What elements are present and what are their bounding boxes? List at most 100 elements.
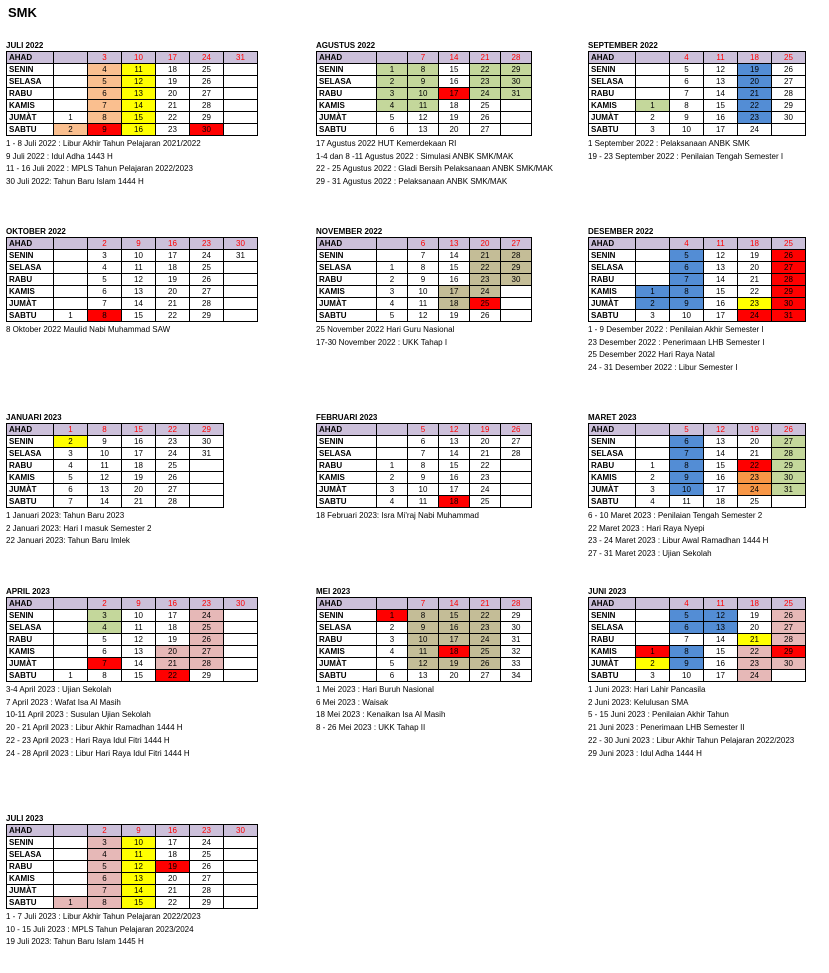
date-cell: 11 (703, 237, 738, 250)
month-title: JUNI 2023 (588, 587, 627, 596)
date-cell: 22 (737, 99, 772, 112)
date-cell: 13 (407, 669, 439, 682)
date-cell: 25 (469, 645, 501, 658)
note-line: 5 - 15 Juni 2023 : Penilaian Akhir Tahun (588, 710, 729, 720)
date-cell: 15 (703, 645, 738, 658)
date-cell: 19 (737, 609, 772, 622)
calendar-header-row: AHAD 2 9 16 23 30 (6, 237, 258, 250)
date-cell: 31 (771, 483, 806, 496)
calendar-row: JUMÀT 7 14 21 28 (6, 657, 258, 670)
day-name: AHAD (316, 423, 377, 436)
calendar-row: SENIN 7 14 21 28 (316, 249, 532, 262)
month-april-2023: APRIL 2023 AHAD 2 9 16 23 30 SENIN 3 10 17 24 SELASA… (6, 586, 258, 760)
day-name: SABTU (316, 123, 377, 136)
date-cell: 29 (500, 63, 532, 76)
date-cell (635, 423, 670, 436)
date-cell (771, 669, 806, 682)
date-cell: 20 (737, 621, 772, 634)
date-cell: 8 (669, 99, 704, 112)
date-cell: 9 (87, 435, 122, 448)
date-cell: 25 (189, 621, 224, 634)
date-cell: 9 (669, 471, 704, 484)
calendar-row: SENIN 6 13 20 27 (316, 435, 532, 448)
calendar-row: SENIN 1 8 15 22 29 (316, 609, 532, 622)
date-cell: 15 (121, 423, 156, 436)
date-cell: 15 (703, 285, 738, 298)
date-cell (635, 609, 670, 622)
date-cell: 10 (669, 309, 704, 322)
month-notes: 1 - 7 Juli 2023 : Libur Akhir Tahun Pela… (6, 911, 258, 949)
date-cell: 14 (703, 447, 738, 460)
calendar-table: AHAD 3 10 17 24 31 SENIN 4 11 18 25 SELASA 5 12 19 26 RA… (6, 51, 258, 136)
date-cell: 10 (407, 285, 439, 298)
date-cell (635, 87, 670, 100)
date-cell: 25 (155, 459, 190, 472)
day-name: AHAD (6, 597, 54, 610)
date-cell: 5 (669, 609, 704, 622)
day-name: SABTU (6, 896, 54, 909)
calendar-row: KAMIS 5 12 19 26 (6, 471, 224, 484)
date-cell: 26 (155, 471, 190, 484)
date-cell: 10 (669, 483, 704, 496)
date-cell: 13 (121, 872, 156, 885)
date-cell: 19 (737, 63, 772, 76)
date-cell: 21 (737, 447, 772, 460)
note-line: 19 - 23 September 2022 : Penilaian Tenga… (588, 151, 784, 161)
day-name: AHAD (6, 51, 54, 64)
date-cell: 3 (376, 87, 408, 100)
day-name: SABTU (6, 309, 54, 322)
date-cell: 13 (703, 435, 738, 448)
day-name: SABTU (316, 669, 377, 682)
date-cell: 1 (376, 261, 408, 274)
date-cell: 24 (189, 609, 224, 622)
note-line: 18 Februari 2023: Isra Mi'raj Nabi Muham… (316, 511, 479, 520)
calendar-row: SELASA 6 13 20 27 (588, 621, 806, 634)
date-cell: 24 (155, 447, 190, 460)
month-title: JULI 2022 (6, 41, 44, 50)
date-cell: 16 (438, 471, 470, 484)
date-cell (223, 633, 258, 646)
date-cell (376, 237, 408, 250)
date-cell (376, 249, 408, 262)
calendar-row: SABTU 3 10 17 24 (588, 123, 806, 136)
date-cell: 7 (407, 597, 439, 610)
date-cell (223, 75, 258, 88)
date-cell: 15 (703, 459, 738, 472)
date-cell: 6 (87, 645, 122, 658)
date-cell: 28 (500, 597, 532, 610)
date-cell: 8 (407, 459, 439, 472)
calendar-row: SABTU 4 11 18 25 (316, 495, 532, 508)
date-cell: 22 (469, 609, 501, 622)
calendar-header-row: AHAD 4 11 18 25 (588, 597, 806, 610)
date-cell: 23 (737, 471, 772, 484)
month-notes: 17 Agustus 2022 HUT Kemerdekaan RI 1-4 da… (316, 138, 553, 189)
date-cell (223, 123, 258, 136)
date-cell: 9 (407, 621, 439, 634)
calendar-table: AHAD 5 12 19 26 SENIN 6 13 20 27 SELASA 7 14 21 28 RABU… (316, 423, 532, 508)
note-line: 23 - 24 Maret 2023 : Libur Awal Ramadhan… (588, 536, 769, 546)
date-cell: 27 (189, 87, 224, 100)
day-name: JUMÀT (588, 111, 636, 124)
date-cell (53, 75, 88, 88)
day-name: RABU (6, 860, 54, 873)
date-cell: 7 (407, 447, 439, 460)
date-cell: 7 (87, 657, 122, 670)
calendar-row: SABTU 3 10 17 24 (588, 669, 806, 682)
day-name: SABTU (6, 495, 54, 508)
date-cell (223, 669, 258, 682)
date-cell: 6 (669, 435, 704, 448)
date-cell: 3 (376, 285, 408, 298)
date-cell: 2 (53, 123, 88, 136)
calendar-row: SABTU 1 8 15 22 29 (6, 669, 258, 682)
calendar-row: SENIN 1 8 15 22 29 (316, 63, 532, 76)
date-cell: 29 (771, 645, 806, 658)
calendar-row: RABU 7 14 21 28 (588, 273, 806, 286)
date-cell: 20 (737, 75, 772, 88)
month-title: MEI 2023 (316, 587, 351, 596)
date-cell: 14 (438, 249, 470, 262)
day-name: SELASA (6, 447, 54, 460)
date-cell: 17 (703, 123, 738, 136)
day-name: RABU (588, 273, 636, 286)
day-name: RABU (316, 273, 377, 286)
date-cell: 16 (703, 657, 738, 670)
